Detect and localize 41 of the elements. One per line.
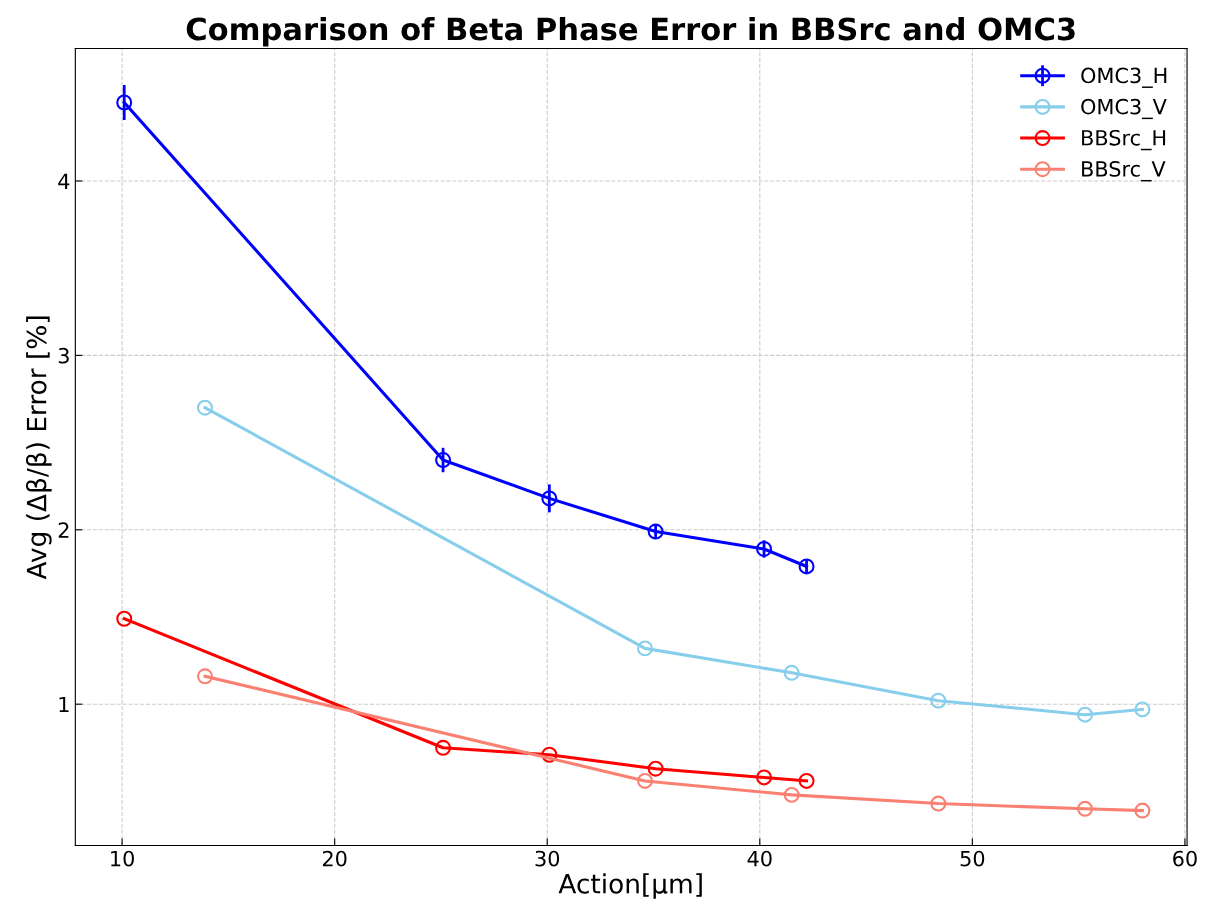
point (1077, 800, 1094, 817)
legend-label: OMC3_V (1081, 98, 1167, 120)
point (647, 760, 664, 777)
point (1134, 701, 1151, 718)
point (637, 772, 653, 789)
legend-label: BBSrc_V (1082, 161, 1166, 182)
point (647, 523, 664, 540)
legend-label: BBSrc_H (1082, 129, 1166, 151)
y-tick-label: 4 (58, 173, 70, 189)
y-tick-label: 2 (58, 522, 69, 538)
x-tick-label: 10 (111, 850, 134, 867)
point (197, 668, 213, 685)
point (637, 640, 653, 657)
x-tick-label: 20 (322, 850, 347, 867)
x-tick-label: 60 (1173, 850, 1197, 867)
point (930, 795, 947, 812)
point (435, 452, 452, 469)
point (798, 772, 815, 789)
point (116, 610, 133, 627)
y-axis-title: Avg (Δβ/β) Error [%] (25, 316, 52, 580)
point (197, 399, 213, 416)
chart-title: Comparison of Beta Phase Error in BBSrc and OMC3 (186, 16, 1075, 47)
point (798, 558, 815, 575)
y-tick-label: 1 (59, 696, 69, 713)
x-tick-label: 30 (535, 850, 560, 867)
point (783, 786, 800, 803)
point (1134, 802, 1151, 819)
point (435, 739, 452, 756)
point (1077, 706, 1094, 723)
point (930, 692, 947, 709)
point (541, 746, 558, 763)
x-axis-title: Action[μm] (558, 873, 702, 899)
x-tick-label: 40 (747, 850, 772, 867)
x-tick-label: 50 (960, 850, 985, 867)
point (116, 94, 133, 111)
point (783, 664, 800, 681)
legend-label: OMC3_H (1081, 67, 1167, 88)
y-tick-label: 3 (58, 347, 69, 364)
point (756, 540, 773, 557)
point (541, 490, 558, 507)
point (756, 769, 773, 786)
